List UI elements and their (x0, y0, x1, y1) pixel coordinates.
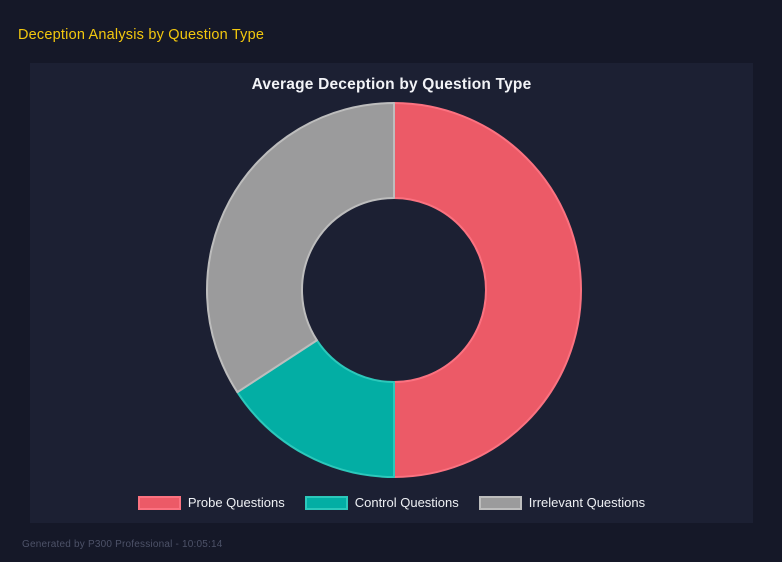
chart-title: Average Deception by Question Type (251, 76, 532, 93)
page-title: Deception Analysis by Question Type (18, 27, 265, 43)
legend-item[interactable]: Control Questions (304, 495, 459, 510)
legend-swatch-icon (304, 495, 348, 510)
donut-chart (194, 90, 594, 490)
donut-segment-3[interactable] (206, 102, 395, 394)
legend-item[interactable]: Irrelevant Questions (478, 495, 646, 510)
legend-label: Control Questions (354, 495, 459, 510)
legend-item[interactable]: Probe Questions (137, 495, 285, 510)
legend-swatch-icon (137, 495, 181, 510)
donut-segment-2[interactable] (236, 339, 395, 478)
legend-swatch-icon (478, 495, 522, 510)
legend-label: Irrelevant Questions (528, 495, 646, 510)
donut-chart-svg (206, 102, 582, 478)
chart-legend: Probe Questions Control Questions Irreleva… (30, 495, 753, 510)
donut-segment-1[interactable] (393, 102, 582, 478)
report-footer: Generated by P300 Professional - 10:05:1… (22, 539, 223, 550)
legend-label: Probe Questions (187, 495, 285, 510)
